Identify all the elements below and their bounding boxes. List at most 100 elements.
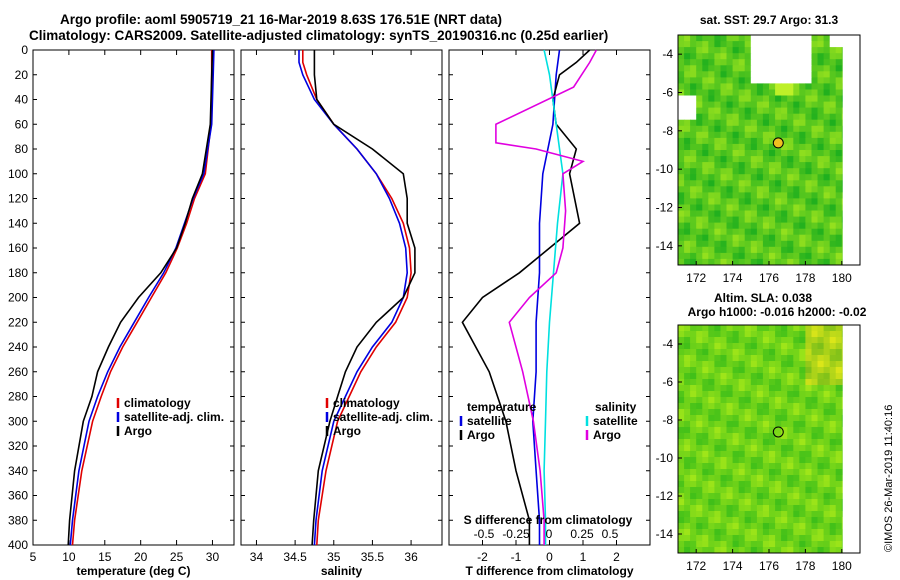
map-cell bbox=[750, 198, 758, 205]
map-cell bbox=[726, 83, 734, 90]
map-cell bbox=[762, 373, 770, 380]
map-cell bbox=[756, 427, 764, 434]
map-cell bbox=[817, 409, 825, 416]
map-cell bbox=[678, 451, 685, 458]
map-cell bbox=[787, 125, 794, 133]
map-cell bbox=[690, 349, 697, 356]
map-cell bbox=[762, 499, 770, 506]
map-cell bbox=[799, 258, 806, 266]
map-cell bbox=[811, 523, 819, 530]
map-cell bbox=[690, 83, 697, 90]
map-cell bbox=[738, 35, 746, 42]
map-cell bbox=[811, 222, 819, 230]
map-cell bbox=[696, 204, 703, 212]
map-cell bbox=[696, 113, 703, 121]
y-tick-label: 100 bbox=[8, 167, 28, 181]
map-cell bbox=[799, 499, 806, 506]
map-cell bbox=[781, 325, 788, 332]
top-tick-label: 0.25 bbox=[570, 527, 594, 541]
map-cell bbox=[775, 204, 782, 212]
map-cell bbox=[823, 258, 831, 266]
map-cell bbox=[787, 162, 794, 169]
map-cell bbox=[787, 517, 794, 524]
map-cell bbox=[726, 385, 734, 392]
map-cell bbox=[708, 234, 715, 242]
y-tick-label: 60 bbox=[15, 117, 29, 131]
map-cell bbox=[744, 445, 752, 452]
map-cell bbox=[781, 469, 788, 476]
map-cell bbox=[787, 240, 794, 248]
map-cell bbox=[799, 35, 806, 42]
map-cell bbox=[690, 475, 697, 482]
map-cell bbox=[732, 125, 740, 133]
map-cell bbox=[720, 198, 728, 205]
map-cell bbox=[817, 246, 825, 254]
map-cell bbox=[811, 457, 819, 464]
map-cell bbox=[781, 373, 788, 380]
map-cell bbox=[769, 59, 776, 66]
map-cell bbox=[708, 541, 715, 548]
map-cell bbox=[835, 439, 843, 446]
map-cell bbox=[793, 367, 800, 374]
map-cell bbox=[732, 547, 740, 554]
map-cell bbox=[738, 529, 746, 536]
map-cell bbox=[744, 361, 752, 368]
map-cell bbox=[799, 403, 806, 410]
map-cell bbox=[775, 367, 782, 374]
map-cell bbox=[750, 35, 758, 42]
map-cell bbox=[744, 107, 752, 115]
map-cell bbox=[811, 59, 819, 66]
map-cell bbox=[738, 101, 746, 109]
map-cell bbox=[762, 192, 770, 199]
map-cell bbox=[720, 210, 728, 218]
map-cell bbox=[726, 150, 734, 157]
legend-label: Argo bbox=[333, 424, 361, 438]
map-cell bbox=[762, 71, 770, 78]
map-x-tick-label: 174 bbox=[723, 271, 743, 285]
top-tick-label: 0 bbox=[546, 527, 553, 541]
map-cell bbox=[811, 119, 819, 127]
map-cell bbox=[835, 421, 843, 428]
map-cell bbox=[684, 481, 691, 488]
map-cell bbox=[690, 228, 697, 236]
map-cell bbox=[829, 83, 837, 90]
map-cell bbox=[817, 156, 825, 163]
map-cell bbox=[769, 252, 776, 260]
map-cell bbox=[793, 493, 800, 500]
map-cell bbox=[829, 325, 837, 332]
map-cell bbox=[732, 77, 740, 84]
map-cell bbox=[702, 427, 709, 434]
map-cell bbox=[793, 210, 800, 218]
map-cell bbox=[787, 469, 794, 476]
map-cell bbox=[702, 162, 709, 169]
map-cell bbox=[684, 499, 691, 506]
map-cell bbox=[799, 174, 806, 181]
map-cell bbox=[799, 451, 806, 458]
map-cell bbox=[738, 174, 746, 181]
map-cell bbox=[769, 180, 776, 187]
map-cell bbox=[714, 475, 721, 482]
map-cell bbox=[769, 47, 776, 54]
map-cell bbox=[738, 83, 746, 90]
map-cell bbox=[762, 234, 770, 242]
map-cell bbox=[678, 421, 685, 428]
map-cell bbox=[678, 168, 685, 175]
map-cell bbox=[793, 89, 800, 97]
map-cell bbox=[805, 499, 812, 506]
map-cell bbox=[732, 216, 740, 224]
map-cell bbox=[750, 493, 758, 500]
map-cell bbox=[762, 349, 770, 356]
map-cell bbox=[678, 415, 685, 422]
map-cell bbox=[799, 541, 806, 548]
map-cell bbox=[738, 373, 746, 380]
map-cell bbox=[799, 192, 806, 199]
map-cell bbox=[787, 192, 794, 199]
map-cell bbox=[756, 481, 764, 488]
map-cell bbox=[702, 228, 709, 236]
map-cell bbox=[817, 222, 825, 230]
map-cell bbox=[708, 325, 715, 332]
map-cell bbox=[769, 246, 776, 254]
map-cell bbox=[799, 252, 806, 260]
map-cell bbox=[690, 119, 697, 127]
map-cell bbox=[678, 41, 685, 48]
